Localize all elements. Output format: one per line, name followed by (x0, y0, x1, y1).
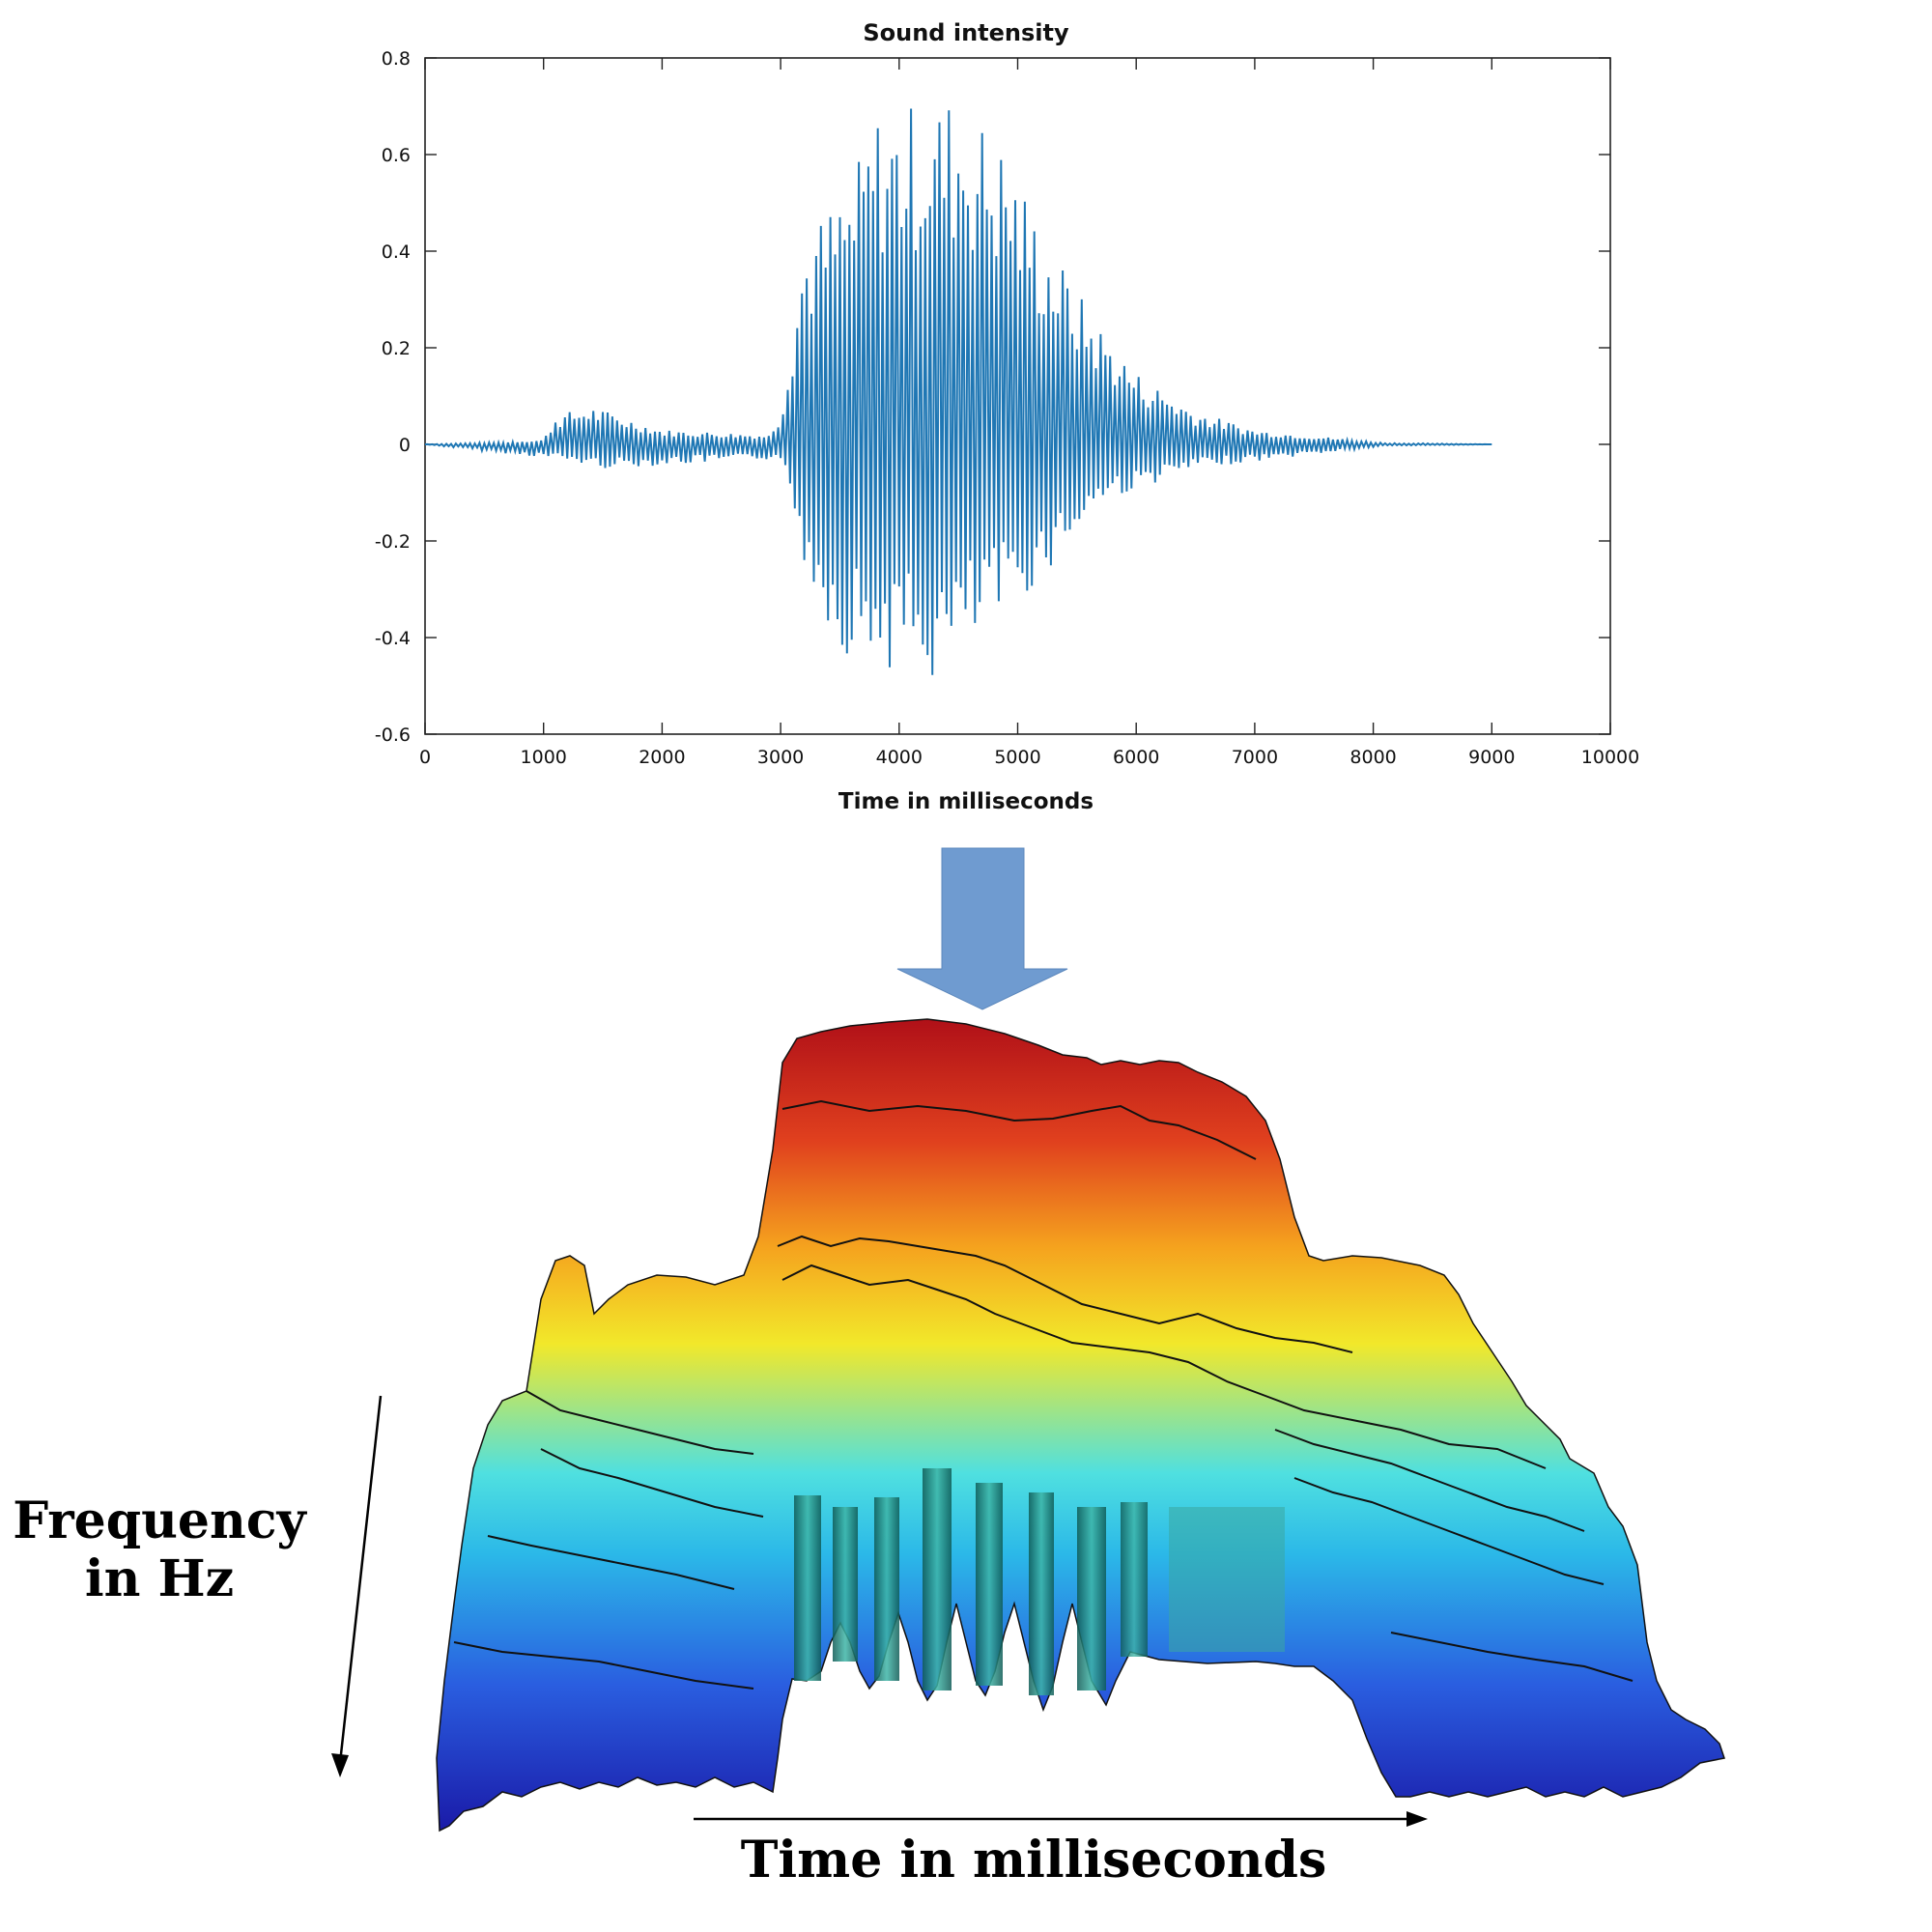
x-axis: 0 1000 2000 3000 4000 5000 6000 7000 8000 9000 100… (419, 58, 1639, 768)
y-tick-label: -0.2 (375, 531, 411, 553)
y-tick-label: 0.4 (382, 242, 411, 263)
y-tick-label: 0.6 (382, 145, 411, 166)
frequency-label-line2: in Hz (84, 1549, 235, 1608)
chart-title: Sound intensity (863, 19, 1069, 46)
x-tick-label: 5000 (994, 747, 1040, 768)
time-axis-arrowhead-icon (1406, 1811, 1428, 1827)
y-tick-label: -0.4 (375, 628, 411, 649)
harmonic-ridges (794, 1468, 1285, 1695)
frequency-axis-arrowhead-icon (331, 1753, 349, 1777)
y-tick-label: 0.8 (382, 48, 411, 70)
x-tick-label: 4000 (876, 747, 923, 768)
time-label: Time in milliseconds (740, 1831, 1327, 1889)
x-tick-label: 0 (419, 747, 431, 768)
spectrogram-surface (436, 1018, 1725, 1833)
x-tick-label: 7000 (1232, 747, 1278, 768)
y-tick-label: 0 (399, 435, 411, 456)
x-tick-label: 6000 (1113, 747, 1159, 768)
waveform-series-line (424, 108, 1492, 675)
x-tick-label: 10000 (1581, 747, 1639, 768)
x-tick-label: 8000 (1350, 747, 1396, 768)
x-tick-label: 2000 (639, 747, 685, 768)
frequency-label: Frequency in Hz (0, 1492, 319, 1608)
waveform-chart: Sound intensity 0.8 0.6 0.4 0.2 0 -0.2 -0.4 -0.… (375, 19, 1639, 814)
frequency-axis-arrow (338, 1395, 383, 1764)
y-tick-label: -0.6 (375, 724, 411, 746)
x-tick-label: 3000 (757, 747, 804, 768)
frequency-label-line1: Frequency (13, 1492, 306, 1550)
x-axis-label: Time in milliseconds (838, 789, 1094, 814)
transform-arrow-icon (896, 847, 1068, 1010)
y-axis: 0.8 0.6 0.4 0.2 0 -0.2 -0.4 -0.6 (375, 48, 1610, 746)
surface-contour-lines (453, 1099, 1634, 1690)
x-tick-label: 1000 (521, 747, 567, 768)
x-tick-label: 9000 (1468, 747, 1515, 768)
y-tick-label: 0.2 (382, 338, 411, 359)
